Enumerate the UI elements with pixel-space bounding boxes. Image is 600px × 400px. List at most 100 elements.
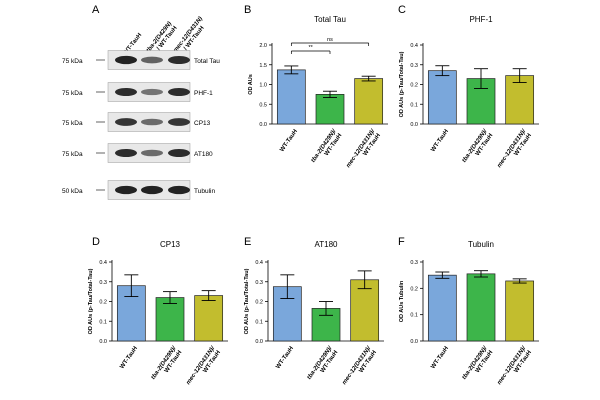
- blot-band: [115, 55, 137, 65]
- molecular-weight-marker: 75 kDa: [62, 58, 83, 65]
- y-tick-label: 0.2: [410, 286, 418, 292]
- chart-e: E AT180 0.0 0.1 0.2 0.3 0.4 OD AUs (p-Tau/Total…: [244, 236, 384, 386]
- y-tick-label: 0.4: [410, 43, 418, 49]
- y-tick-label: 0.1: [255, 319, 263, 325]
- blot-row-label: Total Tau: [194, 58, 220, 65]
- y-tick-label: 0.0: [259, 122, 267, 128]
- y-tick-label: 0.3: [410, 63, 418, 69]
- y-tick-label: 1.0: [259, 83, 267, 89]
- y-axis-label: OD AUs Tubulin: [399, 280, 405, 322]
- y-axis-label: OD AUs (p-Tau/Total-Tau): [399, 51, 405, 117]
- chart-title: PHF-1: [469, 15, 493, 24]
- x-tick-label-group: WT-TauH: [430, 129, 450, 153]
- y-tick-label: 1.5: [259, 63, 267, 69]
- x-tick-label-group: WT-TauH: [119, 346, 139, 370]
- chart-d: D CP13 0.0 0.1 0.2 0.3 0.4 OD AUs (p-Tau/Total-…: [88, 236, 228, 386]
- x-tick-label-3: mec-12(D431N)/WT-TauH: [497, 345, 534, 390]
- blot-band: [168, 87, 190, 97]
- molecular-weight-marker: 50 kDa: [62, 188, 83, 195]
- x-tick-label-2: tba-2(D429N)/WT-TauH: [151, 345, 185, 385]
- x-tick-label-2: tba-2(D429N)/WT-TauH: [462, 345, 496, 385]
- blot-band: [141, 149, 163, 157]
- y-tick-label: 0.3: [410, 260, 418, 266]
- x-tick-label-group: tba-2(D429N)/WT-TauH: [307, 345, 341, 385]
- x-tick-label-3: mec-12(D431N)/WT-TauH: [497, 128, 534, 173]
- bar-3: [354, 78, 384, 125]
- molecular-weight-marker: 75 kDa: [62, 90, 83, 97]
- blot-row-label: AT180: [194, 151, 213, 158]
- chart-title: Tubulin: [468, 240, 494, 249]
- blot-row-tubulin: 50 kDa Tubulin: [62, 180, 215, 200]
- chart-title: AT180: [315, 240, 339, 249]
- blot-band: [115, 118, 137, 126]
- chart-f: F Tubulin 0.0 0.1 0.2 0.3 OD AUs Tubulin WT-Tau…: [398, 236, 539, 390]
- y-tick-label: 0.2: [410, 83, 418, 89]
- x-tick-label-group: mec-12(D431N)/WT-TauH: [497, 128, 534, 173]
- panel-letter-e: E: [244, 236, 251, 248]
- bar-3: [505, 75, 535, 125]
- y-tick-label: 0.3: [255, 280, 263, 286]
- y-tick-label: 0.1: [410, 313, 418, 319]
- x-tick-label-1: WT-TauH: [119, 346, 139, 370]
- bar-2: [466, 273, 496, 342]
- x-tick-label-2: tba-2(D429N)/WT-TauH: [462, 128, 496, 168]
- blot-row-cp13: 75 kDa CP13: [62, 112, 211, 132]
- blot-row-label: PHF-1: [194, 90, 213, 97]
- panel-letter-b: B: [244, 4, 251, 16]
- y-tick-label: 0.0: [255, 339, 263, 345]
- y-axis-label-group: OD AUs (p-Tau/Total-Tau): [244, 268, 250, 334]
- x-tick-label-group: mec-12(D431N)/WT-TauH: [497, 345, 534, 390]
- blot-row-at180: 75 kDa AT180: [62, 143, 213, 163]
- blot-row-label: CP13: [194, 120, 211, 127]
- bar-1: [427, 274, 457, 342]
- y-tick-label: 0.0: [99, 339, 107, 345]
- y-tick-label: 0.2: [99, 300, 107, 306]
- x-tick-label-1: WT-TauH: [430, 346, 450, 370]
- blot-row-phf-1: 75 kDa PHF-1: [62, 82, 213, 102]
- y-tick-label: 2.0: [259, 43, 267, 49]
- sig-label: **: [309, 45, 314, 51]
- bar-2: [315, 94, 345, 125]
- x-tick-label-group: WT-TauH: [279, 129, 299, 153]
- blot-band: [115, 148, 137, 158]
- blot-band: [168, 118, 190, 126]
- x-tick-label-1: WT-TauH: [279, 129, 299, 153]
- bar-3: [505, 280, 535, 342]
- y-tick-label: 0.0: [410, 122, 418, 128]
- blot-band: [141, 56, 163, 64]
- x-tick-label-group: tba-2(D429N)/WT-TauH: [462, 128, 496, 168]
- panel-letter-a: A: [92, 4, 100, 16]
- blot-band: [141, 185, 163, 195]
- y-axis-label-group: OD AUs Tubulin: [399, 280, 405, 322]
- y-axis-label-group: OD AUs: [248, 74, 254, 95]
- x-tick-label-1: WT-TauH: [430, 129, 450, 153]
- blot-band: [168, 148, 190, 158]
- x-tick-label-group: WT-TauH: [430, 346, 450, 370]
- panel-letter-f: F: [398, 236, 405, 248]
- bar-3: [350, 279, 380, 342]
- chart-title: Total Tau: [314, 15, 346, 24]
- blot-row-total-tau: 75 kDa Total Tau: [62, 50, 220, 70]
- bar-1: [427, 70, 457, 125]
- western-blot-panel: A WT-TauH tba-2(D429N)/ WT-TauHmec-12(D43…: [62, 4, 220, 200]
- y-tick-label: 0.1: [410, 102, 418, 108]
- molecular-weight-marker: 75 kDa: [62, 120, 83, 127]
- y-tick-label: 0.2: [255, 300, 263, 306]
- blot-band: [115, 185, 137, 195]
- y-axis-label: OD AUs: [248, 74, 254, 95]
- chart-c: C PHF-1 0.0 0.1 0.2 0.3 0.4 OD AUs (p-Tau/Total…: [398, 4, 539, 173]
- molecular-weight-marker: 75 kDa: [62, 151, 83, 158]
- x-tick-label-group: mec-12(D431N)/WT-TauH: [186, 345, 222, 386]
- panel-letter-c: C: [398, 4, 406, 16]
- blot-row-label: Tubulin: [194, 188, 215, 195]
- chart-b: B Total Tau 0.0 0.5 1.0 1.5 2.0 OD AUs WT-TauH tb…: [244, 4, 388, 169]
- panel-letter-d: D: [92, 236, 100, 248]
- blot-band: [141, 88, 163, 96]
- bar-3: [194, 295, 224, 342]
- x-tick-label-group: tba-2(D429N)/WT-TauH: [462, 345, 496, 385]
- y-tick-label: 0.5: [259, 102, 267, 108]
- x-tick-label-1: WT-TauH: [275, 346, 295, 370]
- x-tick-label-2: tba-2(D429N)/WT-TauH: [307, 345, 341, 385]
